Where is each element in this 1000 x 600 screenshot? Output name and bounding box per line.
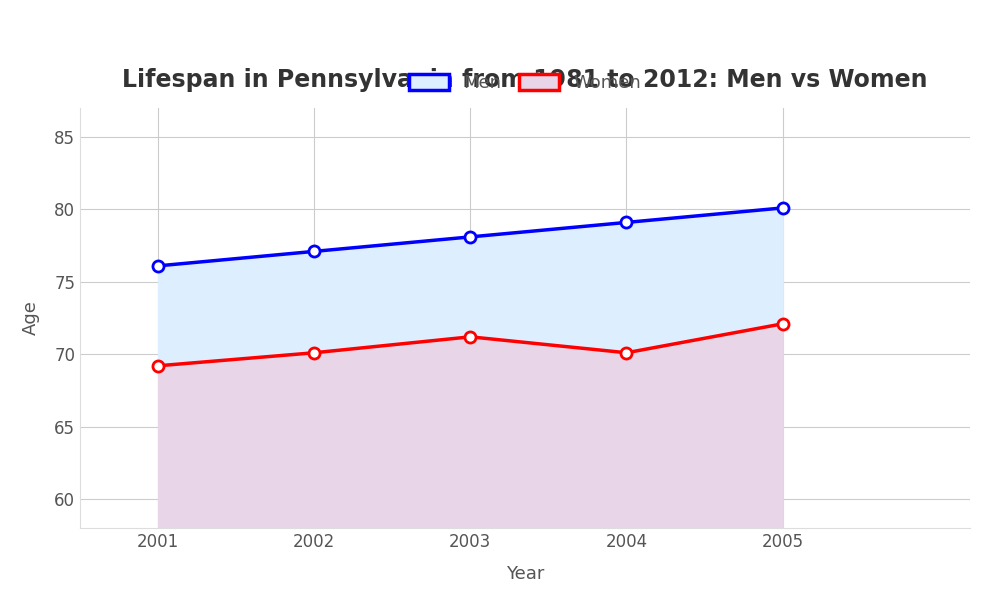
X-axis label: Year: Year: [506, 565, 544, 583]
Legend: Men, Women: Men, Women: [402, 67, 648, 100]
Title: Lifespan in Pennsylvania from 1981 to 2012: Men vs Women: Lifespan in Pennsylvania from 1981 to 20…: [122, 68, 928, 92]
Y-axis label: Age: Age: [22, 301, 40, 335]
